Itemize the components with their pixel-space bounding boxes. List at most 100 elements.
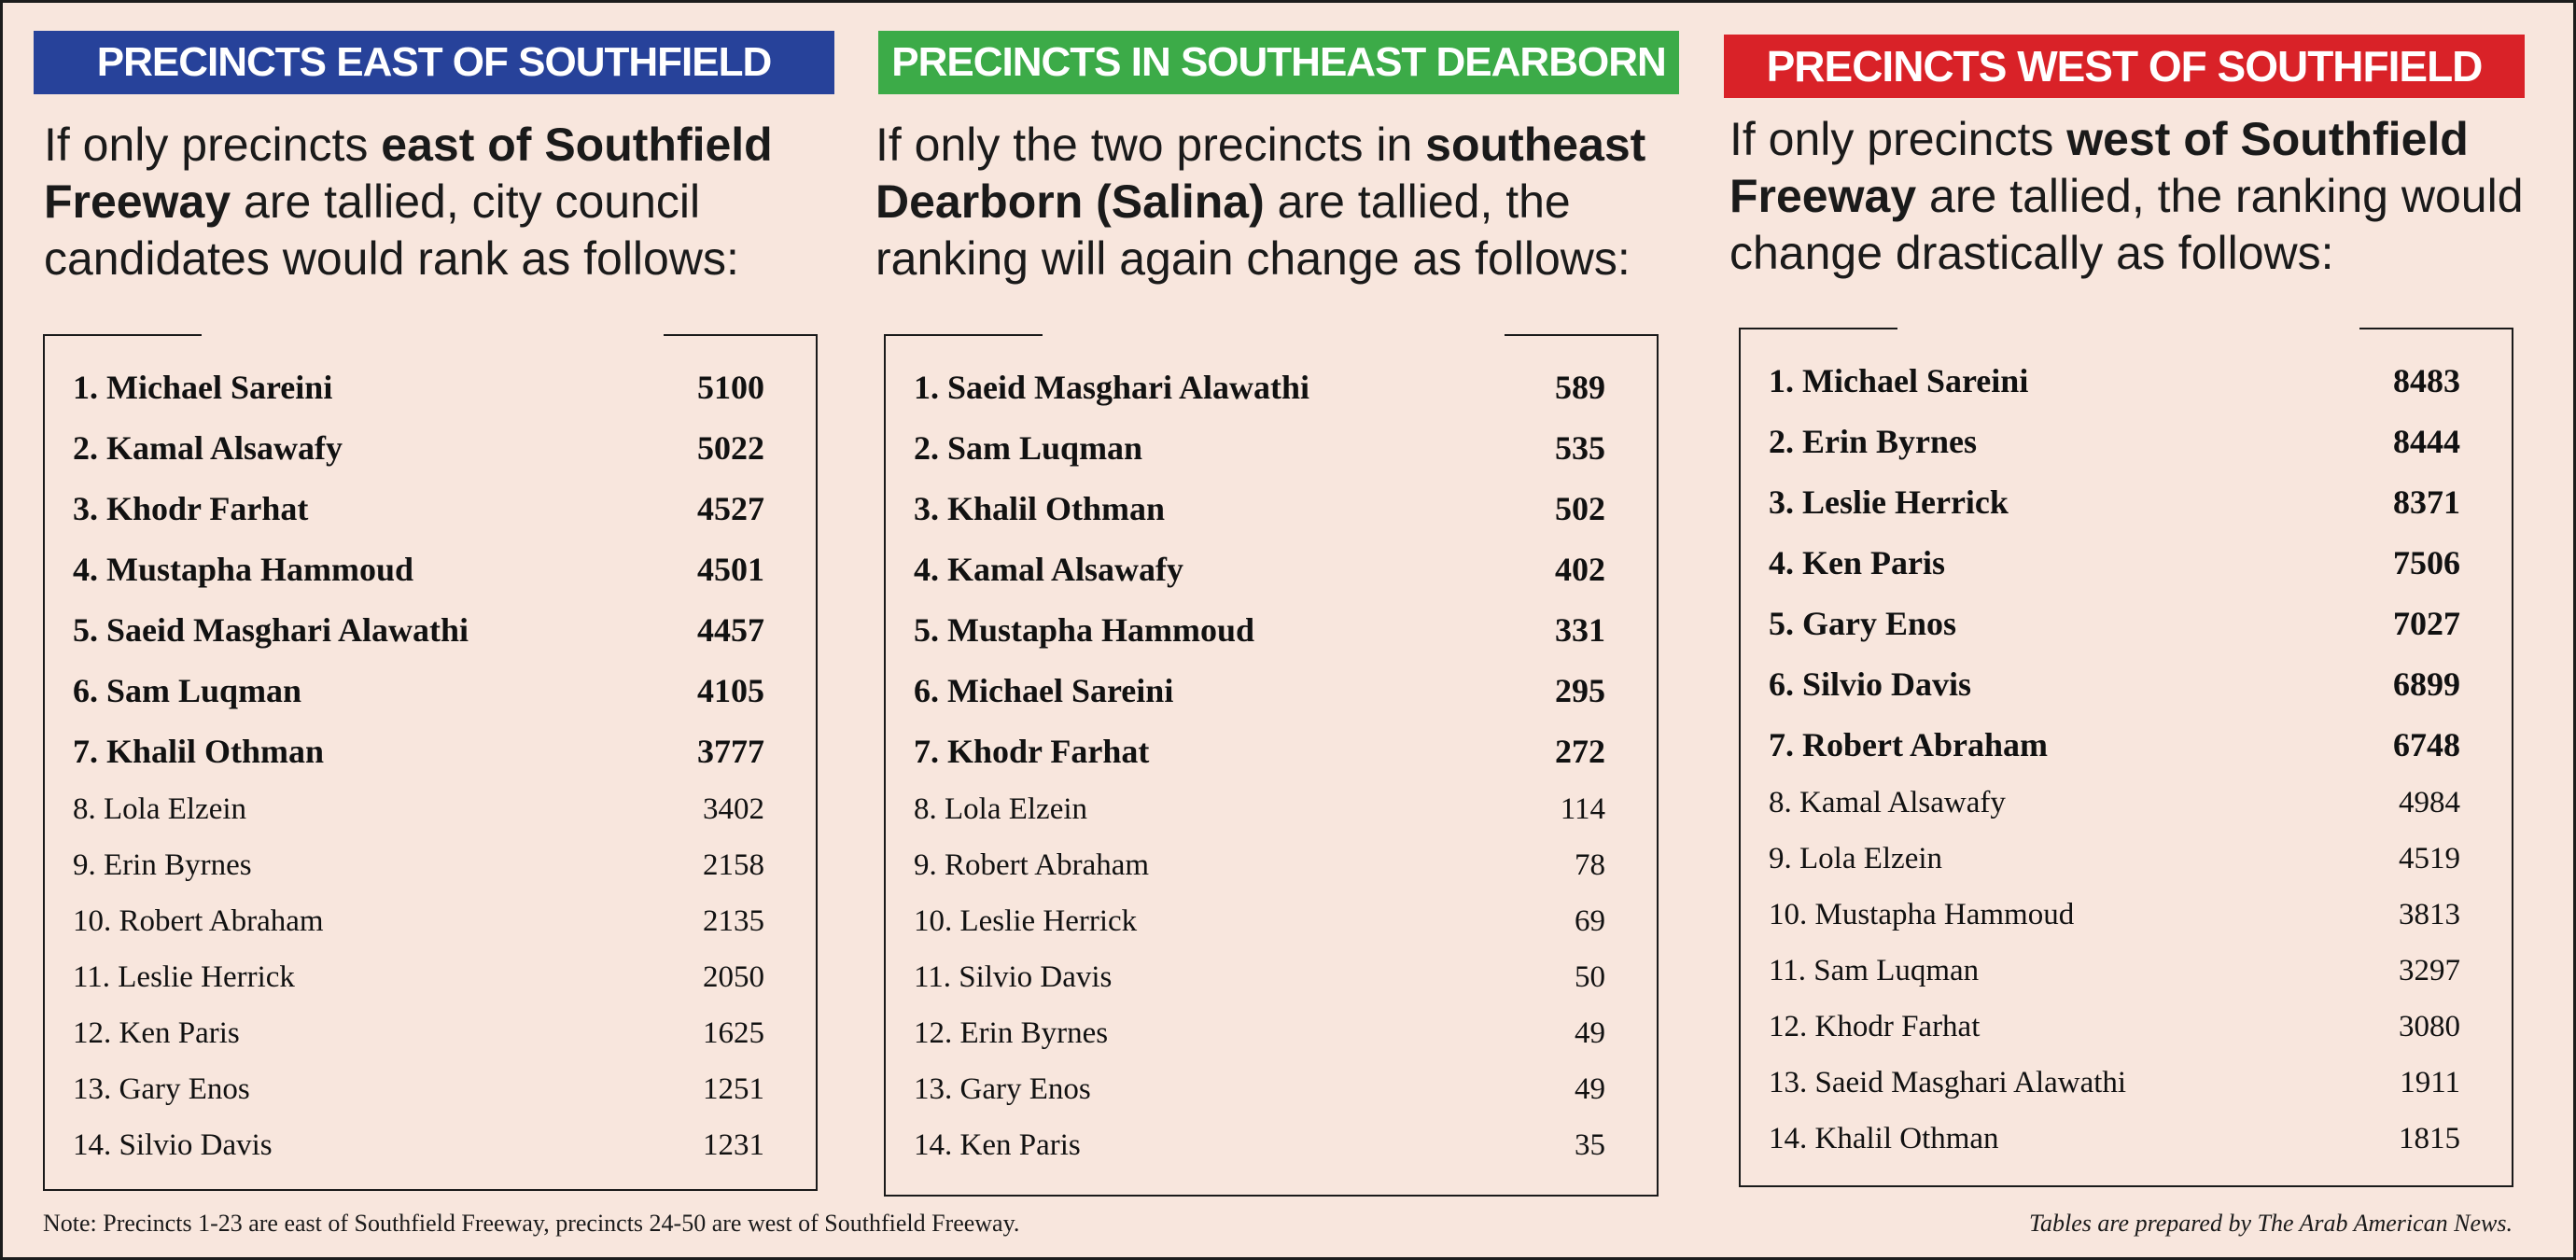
- vote-count: 589: [1555, 368, 1605, 406]
- vote-count: 8483: [2393, 361, 2460, 399]
- candidate-name: 10. Leslie Herrick: [914, 903, 1138, 938]
- table-row: 13. Saeid Masghari Alawathi 1911: [1769, 1055, 2460, 1111]
- vote-count: 3777: [697, 732, 764, 770]
- vote-count: 49: [1575, 1015, 1605, 1050]
- intro-east-post: are tallied, city council candidates wou…: [44, 175, 739, 285]
- banner-southeast-text: PRECINCTS IN SOUTHEAST DEARBORN: [891, 39, 1666, 85]
- vote-count: 6899: [2393, 665, 2460, 703]
- candidate-name: 11. Silvio Davis: [914, 959, 1113, 994]
- table-row: 8. Lola Elzein 3402: [73, 781, 764, 837]
- candidate-name: 10. Robert Abraham: [73, 903, 324, 938]
- candidate-name: 5. Saeid Masghari Alawathi: [73, 610, 469, 649]
- vote-count: 502: [1555, 489, 1605, 527]
- table-row: 1. Michael Sareini 8483: [1769, 350, 2460, 411]
- table-row: 4. Ken Paris 7506: [1769, 532, 2460, 593]
- table-row: 7. Khalil Othman 3777: [73, 721, 764, 781]
- vote-count: 114: [1560, 791, 1605, 826]
- candidate-name: 12. Ken Paris: [73, 1015, 240, 1050]
- table-row: 5. Mustapha Hammoud 331: [914, 599, 1605, 660]
- candidate-name: 1. Michael Sareini: [1769, 361, 2029, 399]
- intro-west-pre: If only precincts: [1729, 113, 2067, 165]
- table-row: 14. Ken Paris 35: [914, 1117, 1605, 1173]
- table-row: 10. Mustapha Hammoud 3813: [1769, 887, 2460, 943]
- vote-count: 3813: [2399, 897, 2460, 931]
- table-row: 2. Kamal Alsawafy 5022: [73, 417, 764, 478]
- candidate-name: 1. Saeid Masghari Alawathi: [914, 368, 1310, 406]
- table-row: 3. Khodr Farhat 4527: [73, 478, 764, 539]
- candidate-name: 14. Silvio Davis: [73, 1127, 273, 1162]
- table-row: 10. Leslie Herrick 69: [914, 893, 1605, 949]
- table-row: 7. Robert Abraham 6748: [1769, 714, 2460, 775]
- vote-count: 8371: [2393, 483, 2460, 521]
- vote-count: 2158: [703, 847, 764, 882]
- candidate-name: 6. Silvio Davis: [1769, 665, 1972, 703]
- intro-east-pre: If only precincts: [44, 119, 382, 171]
- vote-count: 8444: [2393, 422, 2460, 460]
- vote-count: 331: [1555, 610, 1605, 649]
- vote-count: 1815: [2399, 1121, 2460, 1155]
- candidate-name: 7. Robert Abraham: [1769, 725, 2048, 763]
- vote-count: 3297: [2399, 953, 2460, 987]
- vote-count: 4105: [697, 671, 764, 709]
- vote-count: 2050: [703, 959, 764, 994]
- banner-east-text: PRECINCTS EAST OF SOUTHFIELD: [96, 39, 772, 85]
- table-row: 13. Gary Enos 49: [914, 1061, 1605, 1117]
- candidate-name: 9. Lola Elzein: [1769, 841, 1943, 875]
- vote-count: 78: [1575, 847, 1605, 882]
- table-row: 5. Saeid Masghari Alawathi 4457: [73, 599, 764, 660]
- vote-count: 535: [1555, 428, 1605, 467]
- table-row: 12. Khodr Farhat 3080: [1769, 999, 2460, 1055]
- table-row: 4. Kamal Alsawafy 402: [914, 539, 1605, 599]
- table-row: 14. Khalil Othman 1815: [1769, 1111, 2460, 1167]
- candidate-name: 8. Lola Elzein: [73, 791, 247, 826]
- candidate-name: 4. Mustapha Hammoud: [73, 550, 414, 588]
- candidate-name: 3. Leslie Herrick: [1769, 483, 2009, 521]
- vote-count: 1911: [2400, 1065, 2460, 1099]
- candidate-name: 2. Sam Luqman: [914, 428, 1143, 467]
- vote-count: 3080: [2399, 1009, 2460, 1043]
- candidate-name: 12. Erin Byrnes: [914, 1015, 1109, 1050]
- candidate-name: 6. Michael Sareini: [914, 671, 1174, 709]
- ranking-list-southeast: 1. Saeid Masghari Alawathi 589 2. Sam Luqm…: [914, 357, 1605, 1173]
- intro-east: If only precincts east of Southfield Fre…: [44, 117, 828, 287]
- candidate-name: 14. Ken Paris: [914, 1127, 1081, 1162]
- candidate-name: 10. Mustapha Hammoud: [1769, 897, 2075, 931]
- candidate-name: 13. Saeid Masghari Alawathi: [1769, 1065, 2127, 1099]
- ranking-table-southeast: 1. Saeid Masghari Alawathi 589 2. Sam Luqm…: [884, 334, 1659, 1197]
- vote-count: 5100: [697, 368, 764, 406]
- candidate-name: 13. Gary Enos: [73, 1071, 250, 1106]
- table-row: 6. Michael Sareini 295: [914, 660, 1605, 721]
- vote-count: 402: [1555, 550, 1605, 588]
- candidate-name: 2. Kamal Alsawafy: [73, 428, 343, 467]
- table-row: 12. Erin Byrnes 49: [914, 1005, 1605, 1061]
- ranking-list-east: 1. Michael Sareini 5100 2. Kamal Alsawafy 5…: [73, 357, 764, 1173]
- table-row: 12. Ken Paris 1625: [73, 1005, 764, 1061]
- intro-east-bold: east of Southfield Freeway: [44, 119, 773, 228]
- vote-count: 1231: [703, 1127, 764, 1162]
- table-row: 4. Mustapha Hammoud 4501: [73, 539, 764, 599]
- vote-count: 5022: [697, 428, 764, 467]
- vote-count: 6748: [2393, 725, 2460, 763]
- table-row: 9. Erin Byrnes 2158: [73, 837, 764, 893]
- intro-southeast: If only the two precincts in southeast D…: [875, 117, 1669, 287]
- vote-count: 272: [1555, 732, 1605, 770]
- banner-east: PRECINCTS EAST OF SOUTHFIELD: [34, 31, 834, 94]
- table-row: 2. Erin Byrnes 8444: [1769, 411, 2460, 471]
- ranking-table-west: 1. Michael Sareini 8483 2. Erin Byrnes 8444…: [1739, 328, 2513, 1187]
- intro-west-bold: west of Southfield Freeway: [1729, 113, 2469, 222]
- table-row: 9. Lola Elzein 4519: [1769, 831, 2460, 887]
- candidate-name: 11. Leslie Herrick: [73, 959, 295, 994]
- vote-count: 7506: [2393, 543, 2460, 581]
- table-row: 11. Sam Luqman 3297: [1769, 943, 2460, 999]
- vote-count: 1251: [703, 1071, 764, 1106]
- candidate-name: 11. Sam Luqman: [1769, 953, 1980, 987]
- candidate-name: 4. Kamal Alsawafy: [914, 550, 1184, 588]
- intro-west: If only precincts west of Southfield Fre…: [1729, 111, 2532, 282]
- candidate-name: 4. Ken Paris: [1769, 543, 1945, 581]
- table-row: 10. Robert Abraham 2135: [73, 893, 764, 949]
- table-row: 1. Michael Sareini 5100: [73, 357, 764, 417]
- table-row: 3. Khalil Othman 502: [914, 478, 1605, 539]
- ranking-list-west: 1. Michael Sareini 8483 2. Erin Byrnes 8444…: [1769, 350, 2460, 1167]
- candidate-name: 6. Sam Luqman: [73, 671, 302, 709]
